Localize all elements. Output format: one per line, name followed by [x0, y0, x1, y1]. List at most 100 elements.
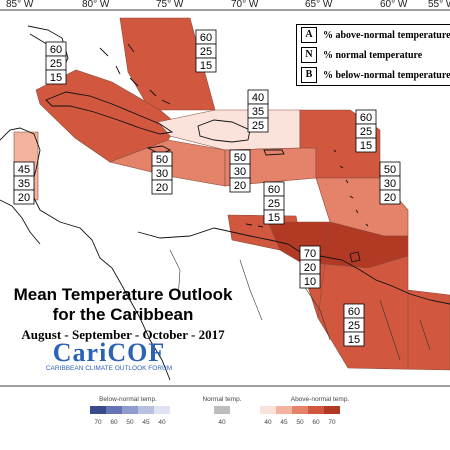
prob-value: 15: [360, 140, 372, 152]
prob-value: 15: [348, 334, 360, 346]
legend-key: A: [301, 27, 317, 43]
prob-box: 60 25 15: [195, 29, 217, 73]
prob-value: 60: [268, 184, 280, 196]
prob-value: 30: [156, 168, 168, 180]
logo-name: CariCOF: [52, 338, 166, 367]
below-swatch: [138, 406, 154, 414]
prob-cell: [229, 177, 251, 193]
title-line2: for the Caribbean: [52, 305, 194, 324]
prob-box: 40 35 25: [247, 89, 269, 133]
forecast-period: August - September - October - 2017: [21, 327, 225, 342]
above-tick: 45: [280, 419, 288, 426]
lon-labels-top: 85° W 80° W 75° W 70° W 65° W 60° W 55° …: [6, 0, 450, 10]
prob-value: 50: [156, 154, 168, 166]
prob-value: 25: [268, 198, 280, 210]
prob-cell: [355, 137, 377, 153]
legend-row-above: A % above-normal temperature: [297, 25, 450, 45]
below-tick: 45: [142, 419, 150, 426]
scale-normal-label: Normal temp.: [202, 396, 241, 403]
lon-label: 65° W: [305, 0, 333, 10]
prob-box: 50 30 20: [229, 149, 251, 193]
prob-value: 45: [18, 164, 30, 176]
below-swatch: [154, 406, 170, 414]
prob-value: 20: [384, 192, 396, 204]
prob-value: 30: [384, 178, 396, 190]
prob-value: 20: [304, 262, 316, 274]
probability-boxes: 60 25 15 60 25 15 45 35 20 40 35 25 50 30 20 50 30 20 60 25…: [13, 29, 401, 347]
prob-box: 50 30 20: [151, 151, 173, 195]
above-tick: 60: [312, 419, 320, 426]
legend-row-normal: N % normal temperature: [297, 45, 450, 65]
region-bahamas: [119, 17, 216, 111]
legend-box: A % above-normal temperature N % normal …: [296, 24, 450, 86]
legend-key: B: [301, 67, 317, 83]
above-swatch: [292, 406, 308, 414]
lon-label: 80° W: [82, 0, 110, 10]
legend-text: % below-normal temperature: [323, 69, 450, 81]
prob-value: 15: [268, 212, 280, 224]
prob-value: 60: [348, 306, 360, 318]
prob-value: 30: [234, 166, 246, 178]
prob-cell: [195, 57, 217, 73]
region-guianas: [299, 255, 450, 371]
normal-tick: 40: [218, 419, 226, 426]
legend-row-below: B % below-normal temperature: [297, 65, 450, 85]
prob-box: 60 25 15: [45, 41, 67, 85]
legend-text: % above-normal temperature: [323, 29, 450, 41]
prob-value: 60: [360, 112, 372, 124]
prob-value: 10: [304, 276, 316, 288]
prob-value: 70: [304, 248, 316, 260]
lon-label: 85° W: [6, 0, 34, 10]
legend-key: N: [301, 47, 317, 63]
below-tick: 60: [110, 419, 118, 426]
lon-label: 60° W: [380, 0, 408, 10]
prob-value: 50: [234, 152, 246, 164]
prob-box: 50 30 20: [379, 161, 401, 205]
scale-below-label: Below-normal temp.: [99, 396, 157, 403]
prob-value: 25: [348, 320, 360, 332]
above-swatch: [276, 406, 292, 414]
prob-box: 60 25 15: [343, 303, 365, 347]
prob-cell: [247, 117, 269, 133]
prob-value: 15: [50, 72, 62, 84]
above-swatch: [324, 406, 340, 414]
prob-cell: [263, 209, 285, 225]
prob-value: 20: [234, 180, 246, 192]
prob-value: 35: [18, 178, 30, 190]
prob-value: 25: [360, 126, 372, 138]
scale-above-label: Above-normal temp.: [291, 396, 350, 403]
below-swatch: [122, 406, 138, 414]
prob-box: 45 35 20: [13, 161, 35, 205]
prob-value: 25: [200, 46, 212, 58]
below-tick: 70: [94, 419, 102, 426]
prob-value: 20: [156, 182, 168, 194]
prob-value: 15: [200, 60, 212, 72]
above-tick: 40: [264, 419, 272, 426]
prob-value: 60: [50, 44, 62, 56]
above-tick: 50: [296, 419, 304, 426]
prob-cell: [13, 189, 35, 205]
lon-label: 75° W: [156, 0, 184, 10]
prob-cell: [299, 273, 321, 289]
prob-value: 25: [252, 120, 264, 132]
below-swatch: [106, 406, 122, 414]
below-tick: 50: [126, 419, 134, 426]
prob-box: 70 20 10: [299, 245, 321, 289]
prob-value: 35: [252, 106, 264, 118]
prob-value: 50: [384, 164, 396, 176]
prob-box: 60 25 15: [263, 181, 285, 225]
prob-cell: [343, 331, 365, 347]
prob-cell: [379, 189, 401, 205]
above-tick: 70: [328, 419, 336, 426]
below-swatch: [90, 406, 106, 414]
prob-cell: [151, 179, 173, 195]
normal-swatch: [214, 406, 230, 414]
prob-value: 60: [200, 32, 212, 44]
logo-tagline: CARIBBEAN CLIMATE OUTLOOK FORUM: [45, 365, 173, 372]
legend-text: % normal temperature: [323, 49, 423, 61]
prob-box: 60 25 15: [355, 109, 377, 153]
prob-value: 20: [18, 192, 30, 204]
prob-cell: [45, 69, 67, 85]
below-tick: 40: [158, 419, 166, 426]
